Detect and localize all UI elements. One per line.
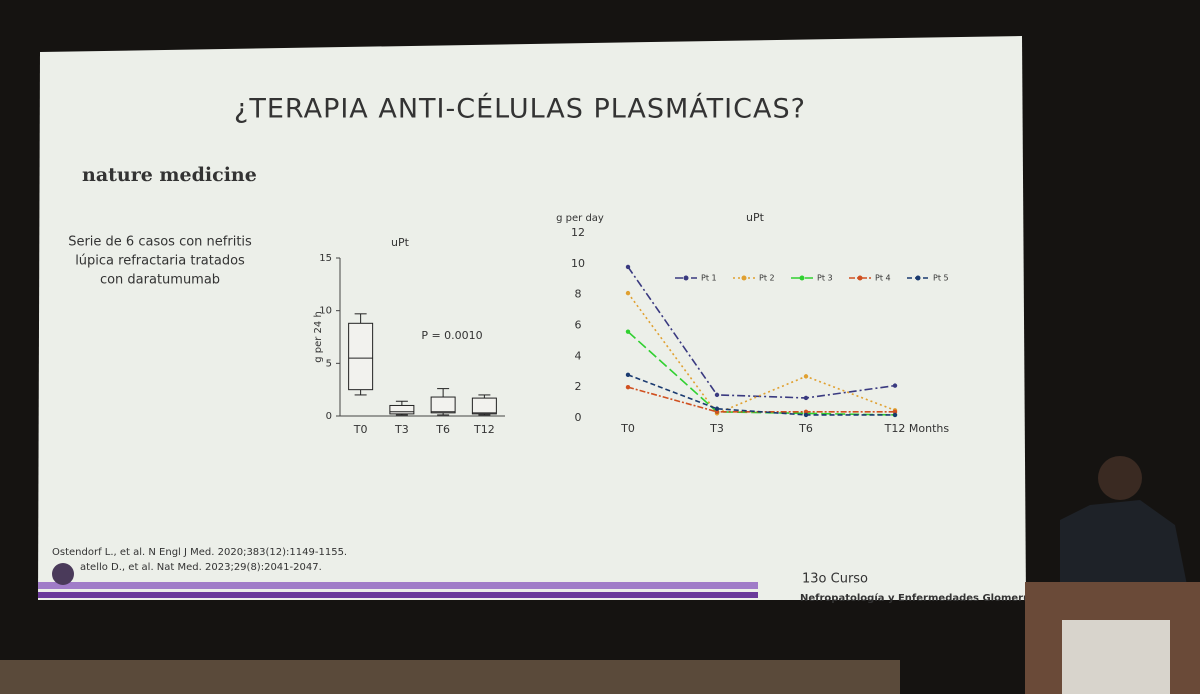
- data-point: [892, 383, 898, 388]
- data-point: [892, 409, 898, 415]
- data-line: [627, 374, 895, 416]
- x-tick-label: T6: [798, 422, 813, 435]
- y-tick-label: 10: [319, 306, 332, 317]
- slide-stripe: [38, 592, 758, 598]
- data-point: [714, 392, 720, 398]
- x-tick-label: T3: [394, 423, 409, 436]
- legend-marker: [857, 275, 863, 281]
- y-tick-label: 0: [326, 411, 332, 422]
- x-tick-label: T3: [709, 422, 724, 435]
- data-point: [803, 409, 809, 415]
- x-tick-label: T12: [884, 422, 906, 435]
- charts: uPt 0 5 10 15 g per 24 h T0 T3 T6 T12 P = 0.0010 uP…: [313, 211, 949, 436]
- data-line: [627, 266, 896, 399]
- reference: Ostendorf L., et al. N Engl J Med. 2020;…: [52, 547, 347, 558]
- chart-title: uPt: [391, 236, 410, 249]
- data-point: [625, 384, 631, 390]
- pen-button[interactable]: [52, 563, 74, 585]
- legend-marker: [683, 275, 689, 281]
- y-tick-label: 4: [575, 349, 582, 362]
- y-tick-label: 8: [575, 288, 582, 301]
- logo-subtitle: Nefropatología y Enfermedades Glomerular…: [800, 592, 1058, 604]
- description: Serie de 6 casos con nefritis: [68, 235, 252, 250]
- y-tick-label: 12: [571, 226, 585, 239]
- data-point: [625, 329, 631, 334]
- legend-label: Pt 2: [759, 274, 775, 283]
- data-point: [625, 372, 631, 378]
- y-axis-label: g per 24 h: [313, 311, 324, 363]
- x-tick-label: T6: [435, 423, 450, 436]
- y-tick-label: 0: [575, 411, 582, 424]
- legend-label: Pt 1: [701, 274, 717, 283]
- data-point: [803, 374, 809, 379]
- data-point: [625, 264, 631, 270]
- box: [348, 322, 374, 391]
- legend-marker: [799, 275, 805, 281]
- y-tick-label: 15: [319, 253, 332, 264]
- box: [389, 404, 415, 415]
- y-axis-label: g per day: [556, 213, 604, 224]
- data-point: [714, 409, 720, 415]
- slide: [38, 36, 1026, 600]
- slide-title: ¿TERAPIA ANTI-CÉLULAS PLASMÁTICAS?: [234, 93, 806, 125]
- y-tick-label: 2: [575, 380, 582, 393]
- y-tick-label: 6: [575, 319, 582, 332]
- presenter: [1060, 500, 1190, 600]
- table: [0, 660, 900, 694]
- legend-marker: [915, 275, 921, 281]
- chart-title: uPt: [746, 211, 765, 224]
- y-tick-label: 10: [571, 257, 585, 270]
- box: [471, 397, 497, 415]
- legend-label: Pt 3: [817, 274, 833, 283]
- logo-title: 13o Curso: [802, 572, 868, 587]
- data-point: [803, 395, 809, 401]
- data-point: [803, 412, 809, 418]
- reference: atello D., et al. Nat Med. 2023;29(8):20…: [80, 562, 322, 573]
- journal: nature medicine: [82, 164, 257, 186]
- annotation: P = 0.0010: [421, 329, 482, 342]
- presenter-head: [1098, 456, 1142, 500]
- x-axis-label: Months: [909, 422, 949, 435]
- description: con daratumumab: [100, 273, 220, 288]
- data-point: [625, 290, 631, 296]
- x-tick-label: T0: [620, 422, 635, 435]
- x-tick-label: T12: [473, 423, 495, 436]
- y-tick-label: 5: [326, 358, 332, 369]
- slide-stripe: [38, 582, 758, 589]
- description: lúpica refractaria tratados: [75, 254, 245, 269]
- legend-label: Pt 5: [933, 274, 949, 283]
- box: [430, 396, 456, 414]
- data-point: [892, 412, 898, 418]
- legend-label: Pt 4: [875, 274, 891, 283]
- x-tick-label: T0: [353, 423, 368, 436]
- podium-sign: [1062, 620, 1170, 694]
- data-point: [714, 406, 720, 411]
- legend-marker: [741, 275, 747, 281]
